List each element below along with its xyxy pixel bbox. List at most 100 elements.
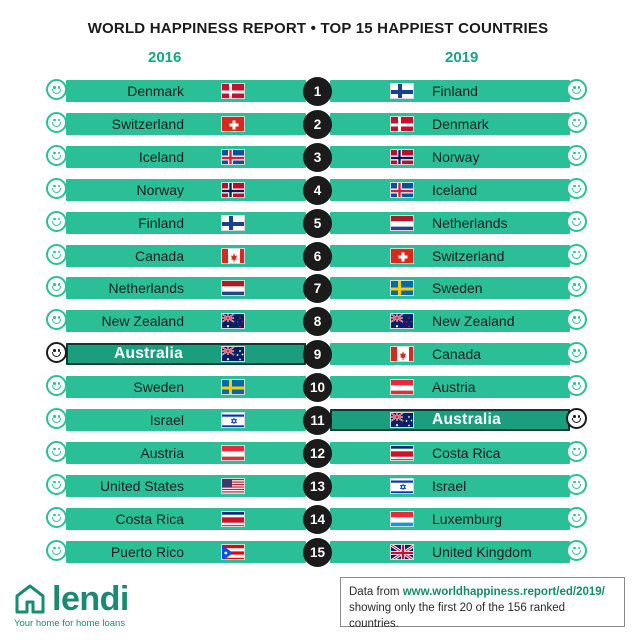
left-bar [66,145,306,168]
left-country-name: Denmark [127,83,184,99]
left-bar [66,211,306,234]
israel-flag-icon [390,477,414,494]
left-bar [66,310,306,333]
austria-flag-icon [221,444,245,461]
ranking-row: Canada 6 Switzerland [0,241,636,271]
ranking-row: Denmark 1 Finland [0,77,636,106]
switzerland-flag-icon [221,115,245,132]
smiley-face-icon [566,440,587,462]
smiley-face-icon [566,375,587,397]
left-year-heading: 2016 [148,49,182,66]
new-zealand-flag-icon [390,313,414,330]
smiley-face-icon [46,111,67,133]
switzerland-flag-icon [390,247,414,264]
australia-flag-icon [390,412,414,428]
left-bar [66,507,306,530]
ranking-row: Netherlands 7 Sweden [0,274,636,304]
rank-badge: 6 [303,241,332,271]
left-country-name: Costa Rica [115,510,184,527]
left-country-name: United States [99,477,184,494]
finland-flag-icon [390,83,414,99]
left-country-name: Iceland [138,148,184,165]
rank-badge: 11 [303,406,332,435]
smiley-face-icon [46,243,67,265]
austria-flag-icon [390,379,414,396]
right-country-name: Netherlands [432,214,508,231]
smiley-face-icon [566,276,587,298]
ranking-row: Finland 5 Netherlands [0,208,636,238]
united-states-flag-icon [221,477,245,494]
left-country-name: Sweden [133,379,184,396]
left-country-name: Norway [136,181,184,198]
smiley-face-icon [566,539,587,561]
denmark-flag-icon [390,115,414,132]
right-country-name: Austria [432,379,476,396]
australia-flag-icon [221,346,245,363]
left-bar [66,343,306,366]
smiley-face-icon [566,473,587,495]
right-year-heading: 2019 [445,49,479,66]
left-bar [66,441,306,464]
right-country-name: Australia [432,411,502,428]
smiley-face-icon [566,210,587,232]
rank-badge: 7 [303,274,332,304]
smiley-face-icon [46,276,67,298]
rank-badge: 3 [303,142,332,172]
left-bar [66,474,306,497]
costa-rica-flag-icon [390,444,414,461]
right-country-name: Luxemburg [432,510,503,527]
right-country-name: Norway [432,148,480,165]
right-country-name: New Zealand [432,313,515,330]
right-country-name: United Kingdom [432,543,532,560]
rank-badge: 5 [303,208,332,238]
left-bar [66,540,306,563]
ranking-row: United States 13 Israel [0,471,636,501]
smiley-face-icon [566,243,587,265]
left-bar [66,80,306,102]
source-prefix: Data from [349,586,403,598]
smiley-face-icon [566,79,587,100]
smiley-face-icon [566,111,587,133]
left-bar [66,244,306,267]
rank-badge: 14 [303,504,332,534]
smiley-face-icon [46,309,67,331]
rank-badge: 4 [303,175,332,205]
smiley-face-icon [46,144,67,166]
sweden-flag-icon [390,280,414,297]
source-link[interactable]: www.worldhappiness.report/ed/2019/ [402,586,605,598]
canada-flag-icon [390,346,414,363]
left-country-name: New Zealand [101,313,185,330]
rank-badge: 8 [303,307,332,337]
norway-flag-icon [390,148,414,165]
source-suffix: showing only the first 20 of the 156 ran… [349,602,566,630]
smiley-face-icon [46,342,67,364]
rank-badge: 12 [303,438,332,468]
house-icon [15,584,45,614]
smiley-face-icon [46,408,67,429]
rank-badge: 2 [303,109,332,139]
luxemburg-flag-icon [390,510,414,527]
left-bar [66,409,306,431]
ranking-row: Sweden 10 Austria [0,373,636,403]
ranking-row: Australia 9 Canada [0,340,636,370]
ranking-row: Austria 12 Costa Rica [0,438,636,468]
ranking-row: Puerto Rico 15 United Kingdom [0,537,636,567]
smiley-face-icon [566,309,587,331]
rank-badge: 15 [303,537,332,567]
rank-badge: 13 [303,471,332,501]
left-bar [66,277,306,300]
left-country-name: Israel [149,412,184,428]
finland-flag-icon [221,214,245,231]
logo-wordmark: lendi [52,580,129,618]
canada-flag-icon [221,247,245,264]
smiley-face-icon [566,177,587,199]
norway-flag-icon [221,181,245,198]
smiley-face-icon [46,177,67,199]
new-zealand-flag-icon [221,313,245,330]
smiley-face-icon [46,375,67,397]
netherlands-flag-icon [390,214,414,231]
sweden-flag-icon [221,379,245,396]
ranking-row: Iceland 3 Norway [0,142,636,172]
smiley-face-icon [566,408,587,429]
smiley-face-icon [46,539,67,561]
